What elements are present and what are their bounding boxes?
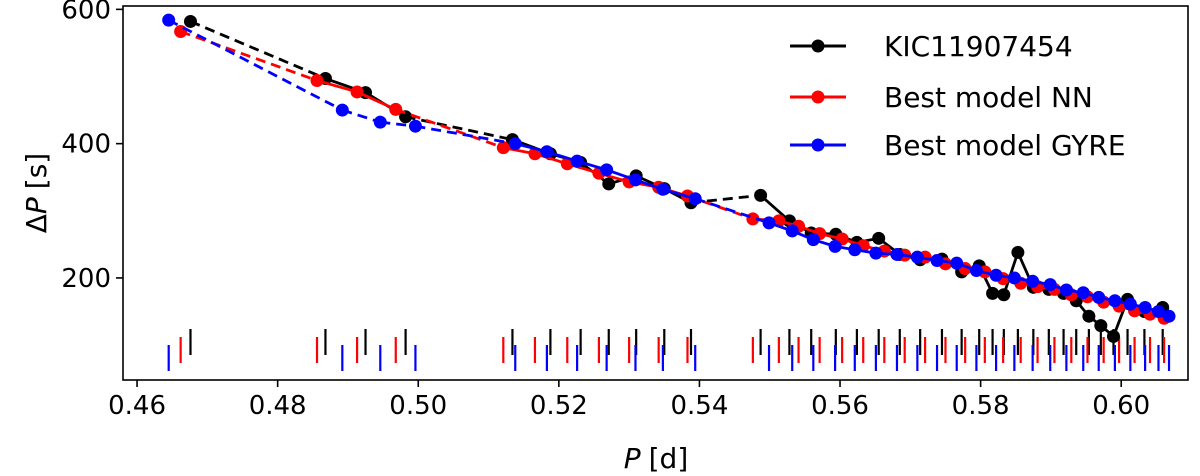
data-point [600,163,614,177]
data-point [930,253,944,267]
data-point [1082,309,1096,323]
x-tick-label: 0.48 [249,391,307,421]
legend-marker [811,90,825,104]
period-rug-marks [167,329,1171,371]
data-point [1026,274,1040,288]
legend-label: Best model NN [884,81,1093,114]
data-point [373,115,387,129]
legend-item: Best model NN [790,81,1093,114]
series-segment [395,108,504,149]
series-segment [356,90,397,111]
data-point [1092,290,1106,304]
data-point [350,85,364,99]
y-axis-prefix: Δ [20,214,53,233]
series-segment [690,193,761,205]
data-point [989,268,1003,282]
data-point [890,247,904,261]
y-axis-label: ΔP [s] [20,153,53,233]
x-tick-label: 0.58 [952,391,1010,421]
data-point [399,110,413,124]
series-kic11907454 [183,14,1170,343]
data-point [910,250,924,264]
data-point [628,173,642,187]
data-point [602,177,616,191]
data-point [540,145,554,159]
data-point [754,188,768,202]
legend-label: KIC11907454 [884,30,1073,63]
data-point [174,25,188,39]
legend-item: Best model GYRE [790,129,1126,162]
x-tick-label: 0.50 [389,391,447,421]
series-segment [694,197,770,225]
legend: KIC11907454 Best model NN Best model GYRE [790,30,1126,162]
data-point [570,154,584,168]
series-segment [405,115,513,141]
legend-marker [811,138,825,152]
x-tick-label: 0.46 [108,391,166,421]
series-segment [180,30,318,82]
axis-ticks: 0.46 0.48 0.50 0.52 0.54 0.56 0.58 0.60 200 400 60… [61,0,1150,421]
legend-label: Best model GYRE [884,129,1126,162]
x-tick-label: 0.56 [811,391,869,421]
y-axis-var: P [20,197,53,214]
data-point [310,74,324,88]
data-point [848,243,862,257]
series-segment [415,124,516,146]
x-tick-label: 0.60 [1092,391,1150,421]
x-axis-label: P [d] [624,442,689,475]
data-point [1094,319,1108,333]
y-tick-label: 400 [61,130,111,160]
data-point [408,119,422,133]
series-segment [341,108,381,124]
data-point [335,103,349,117]
y-tick-label: 600 [61,0,111,25]
data-point [1123,297,1137,311]
data-point [1138,300,1152,314]
x-axis-var: P [624,442,641,475]
legend-item: KIC11907454 [790,30,1073,63]
y-tick-label: 200 [61,264,111,294]
x-axis-unit: [d] [649,442,689,475]
series-segment [189,20,327,80]
data-point [806,233,820,247]
data-point [969,264,983,278]
data-point [1043,278,1057,292]
data-point [389,102,403,116]
data-point [162,13,176,27]
data-point [1106,329,1120,343]
data-point [1007,271,1021,285]
data-point [1076,286,1090,300]
series-segment [168,18,343,112]
y-axis-unit: [s] [20,153,53,189]
data-point [997,288,1011,302]
data-point [496,141,510,155]
data-point [183,14,197,28]
data-point [1108,294,1122,308]
data-point [869,246,883,260]
data-point [1059,283,1073,297]
series-segment [316,79,358,94]
data-point [1011,245,1025,259]
data-point [688,192,702,206]
series-best-model-gyre [162,13,1176,323]
data-point [560,157,574,171]
data-point [986,286,1000,300]
data-point [872,231,886,245]
data-point [762,216,776,230]
x-tick-label: 0.52 [530,391,588,421]
data-point [785,224,799,238]
x-tick-label: 0.54 [670,391,728,421]
plot-frame [122,5,1189,381]
data-point [1162,309,1176,323]
data-point [1151,305,1165,319]
data-point [950,256,964,270]
data-series [162,13,1176,343]
data-point [828,239,842,253]
data-point [508,137,522,151]
data-point [656,182,670,196]
legend-marker [811,39,825,53]
